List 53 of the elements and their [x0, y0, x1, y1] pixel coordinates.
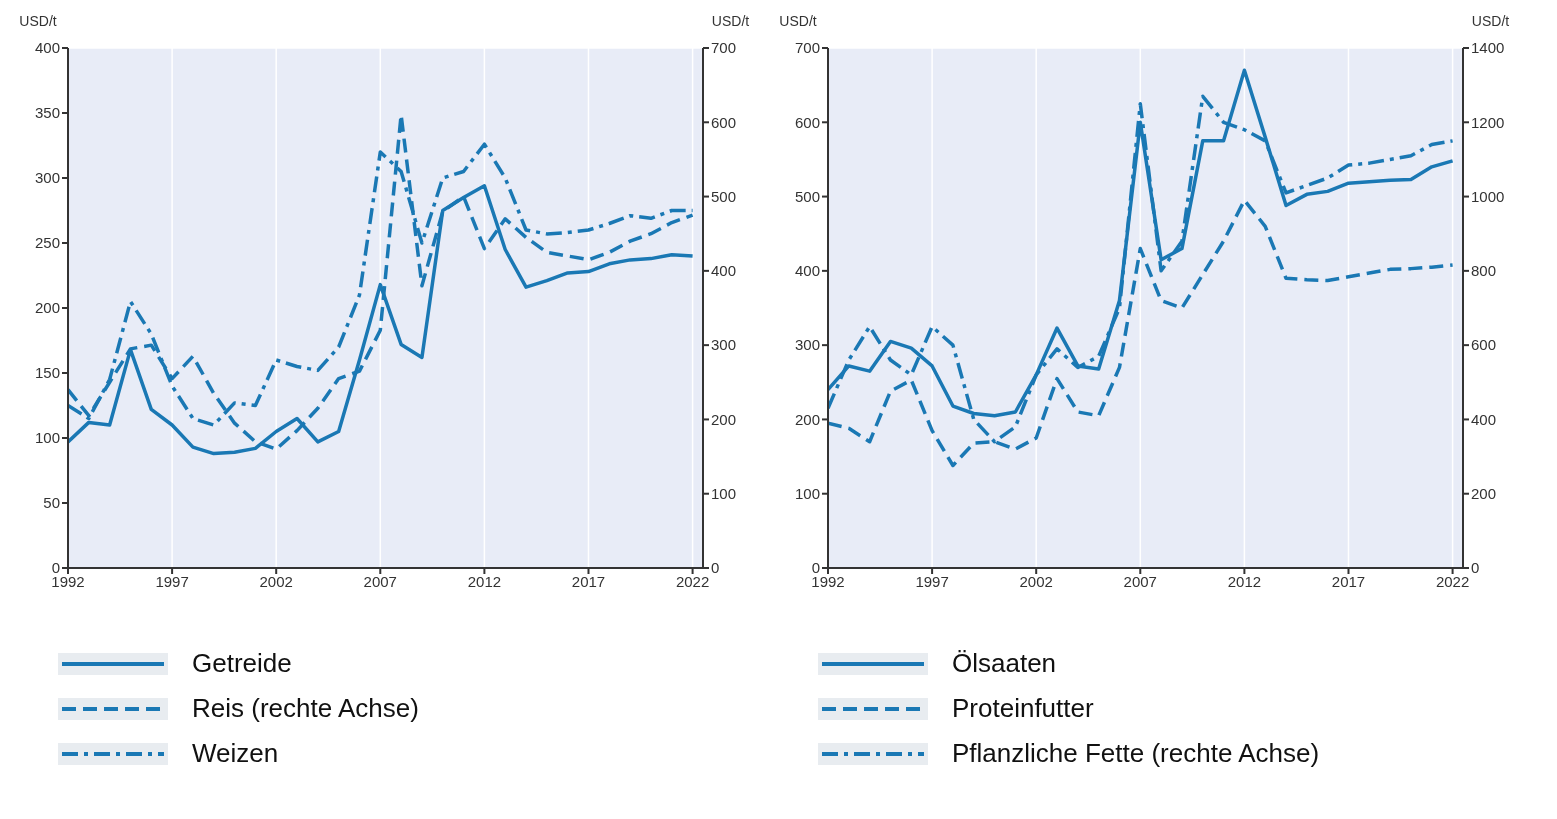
y-tick-label: 250	[34, 234, 60, 252]
y-tick-label: 300	[794, 336, 820, 354]
y-tick-label: 500	[794, 187, 820, 205]
y-tick-label: 400	[34, 39, 60, 57]
y2-tick-label: 0	[1471, 559, 1480, 577]
y2-tick-label: 600	[1471, 336, 1497, 354]
y-tick-label: 700	[794, 39, 820, 57]
y2-tick-label: 400	[1471, 410, 1497, 428]
x-tick-label: 2007	[363, 572, 397, 590]
y-tick-label: 200	[34, 299, 60, 317]
y-tick-label: 100	[794, 485, 820, 503]
y-tick-label: 100	[34, 429, 60, 447]
y-axis-title: USD/t	[779, 13, 817, 29]
y2-tick-label: 100	[711, 485, 737, 503]
y2-tick-label: 1000	[1471, 187, 1505, 205]
y2-tick-label: 200	[711, 410, 737, 428]
y-tick-label: 50	[43, 494, 60, 512]
x-tick-label: 2012	[467, 572, 502, 590]
y-tick-label: 300	[34, 169, 60, 187]
x-tick-label: 2002	[1019, 572, 1053, 590]
legend-label: Ölsaaten	[952, 648, 1057, 679]
y2-tick-label: 400	[711, 262, 737, 280]
legend-label: Weizen	[192, 738, 279, 769]
x-tick-label: 1997	[155, 572, 189, 590]
x-tick-label: 2007	[1123, 572, 1157, 590]
x-tick-label: 2017	[1331, 572, 1366, 590]
y-axis-title: USD/t	[19, 13, 57, 29]
x-tick-label: 2022	[1435, 572, 1470, 590]
y2-axis-title: USD/t	[1471, 13, 1510, 29]
y2-tick-label: 1200	[1471, 113, 1505, 131]
y2-axis-title: USD/t	[711, 13, 750, 29]
y2-tick-label: 500	[711, 187, 737, 205]
legend-label: Getreide	[192, 648, 292, 679]
x-tick-label: 2022	[675, 572, 710, 590]
y2-tick-label: 600	[711, 113, 737, 131]
y-tick-label: 600	[794, 113, 820, 131]
y2-tick-label: 800	[1471, 262, 1497, 280]
legend-label: Reis (rechte Achse)	[192, 693, 419, 724]
x-tick-label: 2002	[259, 572, 293, 590]
y2-tick-label: 0	[711, 559, 720, 577]
x-tick-label: 2012	[1227, 572, 1262, 590]
y2-tick-label: 1400	[1471, 39, 1505, 57]
x-tick-label: 2017	[571, 572, 606, 590]
y-tick-label: 400	[794, 262, 820, 280]
y-tick-label: 350	[34, 104, 60, 122]
legend-label: Pflanzliche Fette (rechte Achse)	[952, 738, 1320, 769]
legend-label: Proteinfutter	[952, 693, 1094, 724]
y-tick-label: 200	[794, 410, 820, 428]
y2-tick-label: 300	[711, 336, 737, 354]
y2-tick-label: 700	[711, 39, 737, 57]
y2-tick-label: 200	[1471, 485, 1497, 503]
x-tick-label: 1997	[915, 572, 949, 590]
y-tick-label: 150	[34, 364, 60, 382]
